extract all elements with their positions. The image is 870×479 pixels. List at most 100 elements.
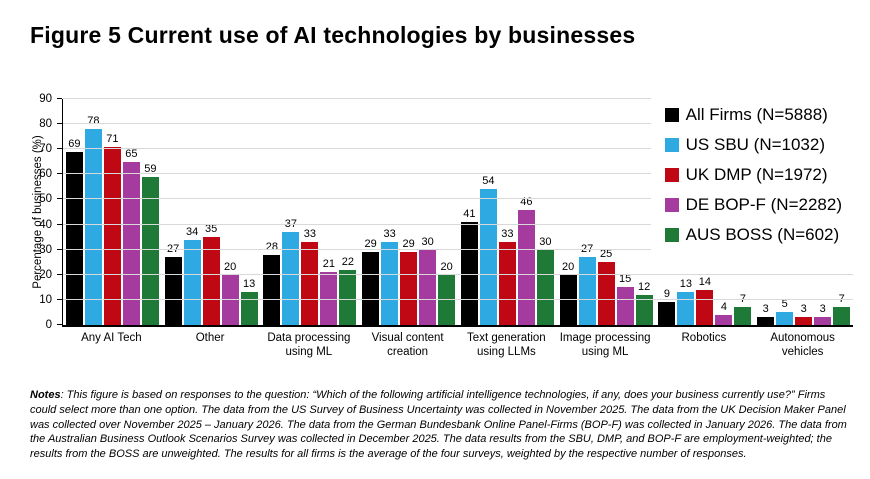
x-axis-labels: Any AI Tech Other Data processing using ML… [62, 331, 852, 359]
bar-value-label: 35 [205, 223, 218, 236]
x-category-label: Robotics [681, 332, 727, 344]
legend-item: UK DMP (N=1972) [664, 163, 842, 186]
y-tick-label: 20 [39, 268, 52, 281]
bar-value-label: 29 [402, 238, 415, 251]
legend-label: UK DMP (N=1972) [685, 164, 828, 184]
bar-value-label: 4 [720, 300, 727, 313]
notes: Notes: This figure is based on responses… [30, 388, 848, 462]
bar: 14 [696, 276, 714, 325]
bar-value-label: 71 [106, 132, 119, 145]
bar: 3 [814, 303, 832, 325]
legend-swatch [664, 137, 679, 152]
legend-label: US SBU (N=1032) [685, 134, 826, 154]
legend-swatch [664, 197, 679, 212]
bar-value-label: 20 [224, 260, 237, 273]
legend-swatch [664, 107, 679, 122]
bar: 29 [400, 238, 418, 325]
bar: 9 [658, 288, 676, 325]
bar-group: 29 33 29 30 20 [359, 228, 458, 325]
bar: 30 [536, 236, 554, 325]
bar: 71 [103, 133, 121, 325]
bar-value-label: 3 [800, 303, 807, 316]
legend-item: DE BOP-F (N=2282) [664, 193, 842, 216]
gridline [63, 248, 853, 250]
x-category-label: Visual content creation [371, 332, 444, 358]
y-tick-label: 70 [39, 143, 52, 156]
y-tick-mark [57, 123, 62, 125]
legend-label: All Firms (N=5888) [685, 104, 828, 124]
bar-value-label: 25 [600, 248, 613, 261]
bar: 34 [183, 226, 201, 325]
bar: 13 [240, 278, 258, 325]
bar-value-label: 54 [482, 175, 495, 188]
bar-value-label: 5 [781, 298, 788, 311]
y-tick-label: 30 [39, 243, 52, 256]
y-tick-mark [57, 148, 62, 150]
notes-text: : This figure is based on responses to t… [30, 389, 847, 461]
y-tick-mark [57, 98, 62, 99]
x-category-label: Any AI Tech [81, 332, 142, 344]
bar-group: 41 54 33 46 30 [458, 175, 557, 325]
bar-value-label: 21 [322, 258, 335, 271]
bar-group: 27 34 35 20 13 [162, 223, 261, 325]
bar-value-label: 30 [421, 235, 434, 248]
bar: 69 [65, 138, 83, 325]
bar: 5 [776, 298, 794, 325]
bar: 7 [833, 293, 851, 325]
gridline [63, 148, 853, 150]
bar: 30 [419, 236, 437, 325]
gridline [63, 223, 853, 225]
y-tick-mark [57, 198, 62, 200]
y-tick-mark [57, 173, 62, 175]
bar: 28 [263, 241, 281, 325]
bar: 12 [635, 281, 653, 325]
bar: 37 [282, 218, 300, 325]
bar-value-label: 3 [762, 303, 769, 316]
bar: 3 [795, 303, 813, 325]
y-tick-label: 0 [45, 319, 52, 331]
y-tick-label: 50 [39, 193, 52, 206]
y-tick-mark [57, 298, 62, 300]
x-category-label: Image processing using ML [559, 332, 651, 358]
y-axis: 0 10 20 30 40 50 60 70 80 90 [0, 93, 62, 331]
x-category-label: Autonomous vehicles [770, 332, 835, 358]
bar-value-label: 15 [619, 273, 632, 286]
x-category-label: Text generation using LLMs [467, 332, 546, 358]
bar-value-label: 30 [539, 235, 552, 248]
y-tick-mark [57, 273, 62, 275]
bar: 20 [438, 261, 456, 325]
legend-swatch [664, 167, 679, 182]
bar: 20 [559, 261, 577, 325]
bar: 54 [479, 175, 497, 325]
bar-value-label: 46 [520, 195, 533, 208]
bar-value-label: 28 [265, 240, 278, 253]
bar-value-label: 22 [341, 255, 354, 268]
bar-value-label: 65 [125, 147, 138, 160]
gridline [63, 123, 853, 125]
bar: 4 [715, 301, 733, 325]
legend-label: DE BOP-F (N=2282) [685, 194, 842, 214]
bar-value-label: 14 [698, 275, 711, 288]
bar: 33 [498, 228, 516, 325]
bar-group: 28 3733 21 22 [261, 218, 360, 325]
bar-value-label: 34 [186, 225, 199, 238]
legend-item: AUS BOSS (N=602) [664, 223, 842, 246]
bar-value-label: 33 [383, 228, 396, 241]
gridline [63, 173, 853, 175]
bar: 7 [734, 293, 752, 325]
bar: 35 [202, 223, 220, 325]
y-tick-mark [57, 324, 62, 325]
bar: 3 [757, 303, 775, 325]
y-tick-label: 40 [39, 218, 52, 231]
bar-group: 9 13 14 47 [656, 276, 755, 325]
bar-value-label: 69 [68, 137, 81, 150]
bar: 29 [362, 238, 380, 325]
bar: 78 [84, 115, 102, 325]
bar: 25 [597, 248, 615, 325]
bar: 27 [164, 243, 182, 325]
bar-value-label: 3 [819, 303, 826, 316]
bar: 59 [141, 163, 159, 325]
bar: 33 [301, 228, 319, 325]
y-tick-mark [57, 248, 62, 250]
legend: All Firms (N=5888) US SBU (N=1032) UK DMP … [650, 95, 854, 254]
